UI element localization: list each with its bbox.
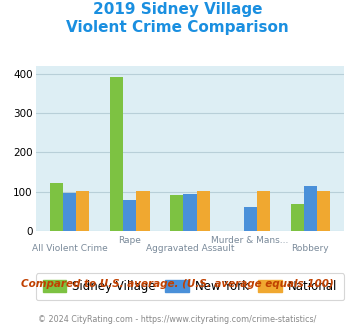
Bar [317,191,330,231]
Bar [244,208,257,231]
Text: Violent Crime Comparison: Violent Crime Comparison [66,20,289,35]
Bar [257,191,270,231]
Bar [136,191,149,231]
Text: Rape: Rape [118,236,141,245]
Bar [123,200,136,231]
Bar [63,193,76,231]
Text: All Violent Crime: All Violent Crime [32,244,107,253]
Bar [110,77,123,231]
Text: © 2024 CityRating.com - https://www.cityrating.com/crime-statistics/: © 2024 CityRating.com - https://www.city… [38,315,317,324]
Text: Compared to U.S. average. (U.S. average equals 100): Compared to U.S. average. (U.S. average … [21,279,334,289]
Text: Murder & Mans...: Murder & Mans... [212,236,289,245]
Legend: Sidney Village, New York, National: Sidney Village, New York, National [36,273,344,300]
Bar [183,194,197,231]
Bar [170,195,183,231]
Text: Aggravated Assault: Aggravated Assault [146,244,234,253]
Bar [304,186,317,231]
Text: 2019 Sidney Village: 2019 Sidney Village [93,2,262,16]
Bar [290,204,304,231]
Bar [50,183,63,231]
Text: Robbery: Robbery [291,244,329,253]
Bar [197,191,210,231]
Bar [76,190,89,231]
